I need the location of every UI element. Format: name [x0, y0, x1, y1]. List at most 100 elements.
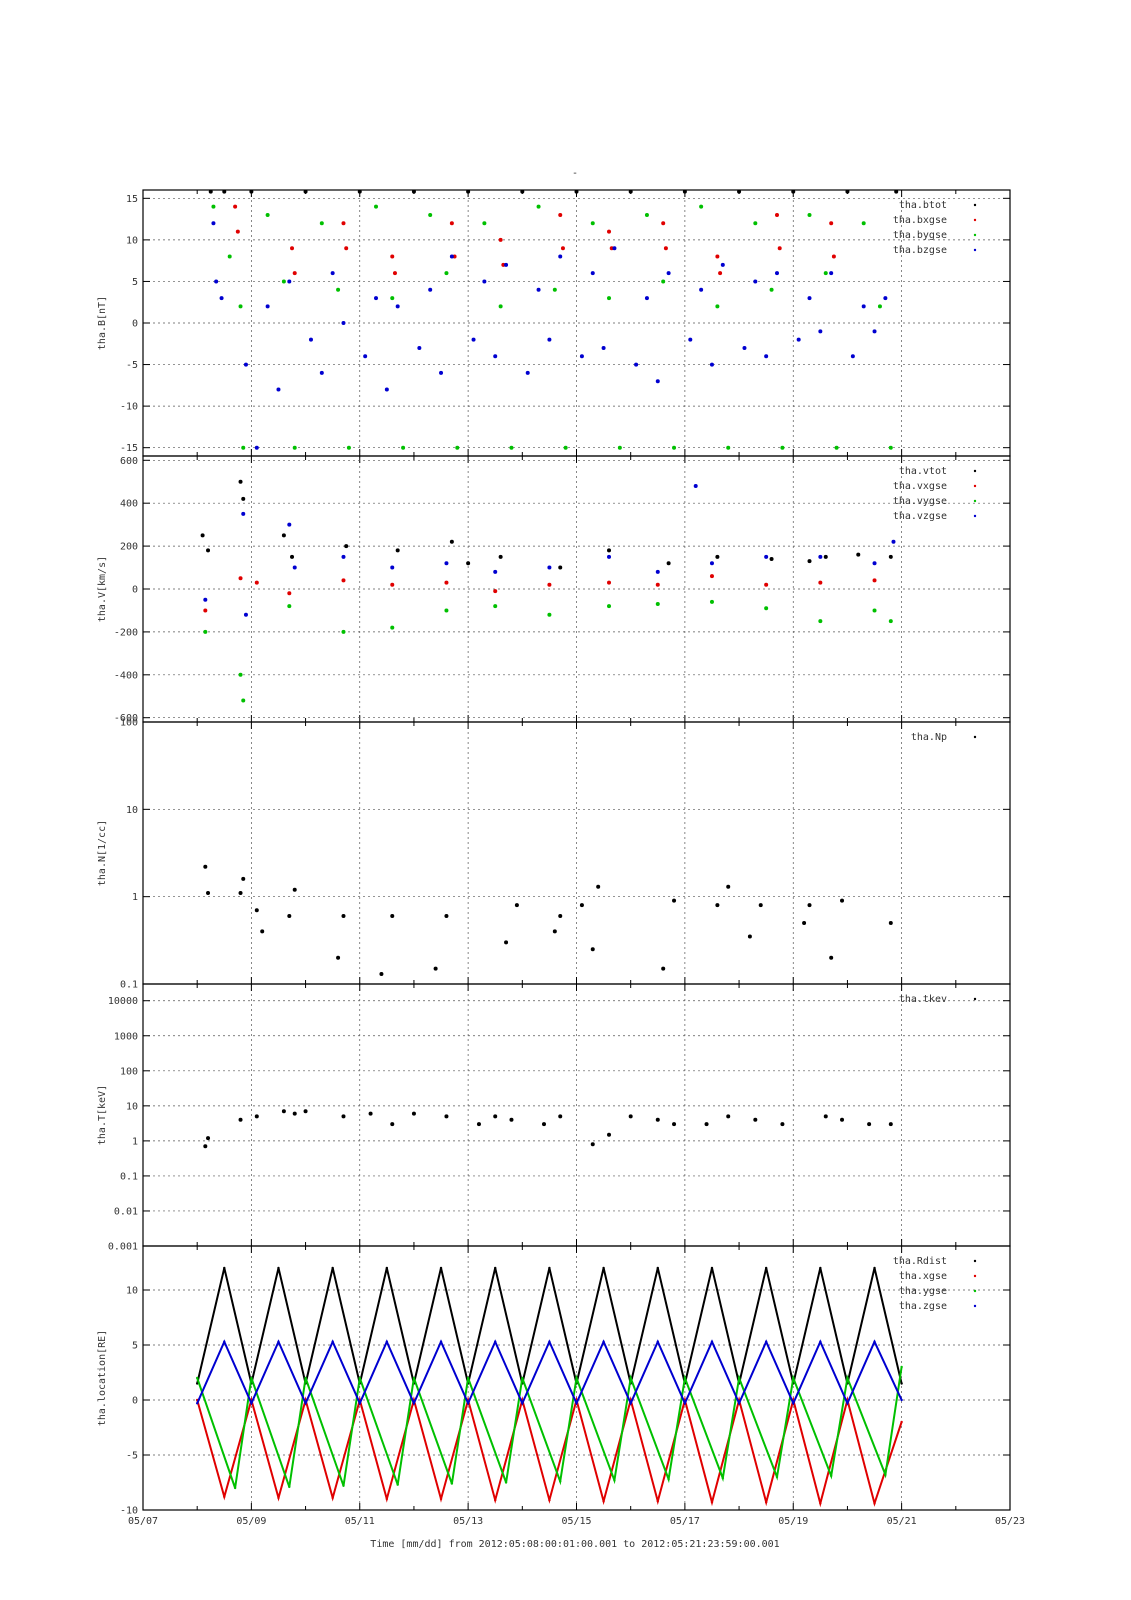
data-point: [331, 1340, 334, 1343]
data-point: [433, 966, 438, 971]
data-point: [704, 1122, 709, 1127]
data-point: [395, 548, 400, 553]
y-axis-label: tha.N[1/cc]: [97, 820, 108, 886]
data-point: [536, 204, 541, 209]
data-point: [661, 966, 666, 971]
data-point: [737, 1402, 741, 1405]
data-point: [390, 1122, 395, 1127]
data-point: [656, 1500, 659, 1503]
data-point: [823, 554, 828, 559]
data-point: [558, 565, 563, 570]
data-point: [277, 1496, 280, 1500]
data-point: [292, 1111, 297, 1116]
y-tick-label: 5: [132, 1341, 138, 1352]
data-point: [290, 246, 295, 251]
data-point: [357, 189, 362, 194]
data-point: [466, 1402, 470, 1405]
data-point: [891, 539, 896, 544]
data-point: [888, 920, 893, 925]
data-point: [558, 254, 563, 259]
data-point: [877, 304, 882, 309]
data-point: [241, 511, 246, 516]
data-point: [831, 254, 836, 259]
data-point: [411, 1111, 416, 1116]
y-tick-label: 600: [120, 456, 138, 467]
data-point: [390, 625, 395, 630]
data-point: [412, 1402, 416, 1405]
legend-marker: [973, 469, 977, 473]
data-point: [439, 1266, 443, 1270]
data-point: [277, 1266, 280, 1270]
panel-temperature: 0.001 0.01 0.1 1 10 100 1000 10000 tha.T[keV] tha…: [97, 983, 1011, 1253]
data-point: [195, 1376, 199, 1380]
data-point: [265, 212, 270, 217]
data-point: [612, 246, 617, 251]
data-point: [547, 582, 552, 587]
data-point: [439, 370, 444, 375]
y-tick-label: 0.1: [120, 980, 138, 991]
x-tick-label: 05/17: [670, 1516, 700, 1527]
data-point: [709, 561, 714, 566]
series-tha-btot: [208, 189, 899, 194]
data-point: [341, 578, 346, 583]
data-point: [888, 554, 893, 559]
data-point: [211, 204, 216, 209]
data-point: [214, 279, 219, 284]
data-point: [796, 337, 801, 342]
data-point: [850, 354, 855, 359]
legend-marker: [973, 1304, 977, 1308]
data-point: [254, 1114, 259, 1119]
series-tha-vtot: [200, 479, 893, 570]
figure-title: -: [572, 168, 578, 179]
legend-label: tha.vtot: [899, 466, 947, 477]
data-point: [411, 189, 416, 194]
data-point: [200, 533, 205, 538]
data-point: [206, 548, 211, 553]
data-point: [607, 548, 612, 553]
legend-label: tha.Rdist: [893, 1256, 947, 1267]
data-point: [873, 1266, 876, 1270]
data-point: [493, 1114, 498, 1119]
data-point: [233, 204, 238, 209]
data-point: [504, 940, 509, 945]
data-point: [520, 189, 525, 194]
data-point: [872, 578, 877, 583]
data-point: [514, 903, 519, 908]
data-point: [223, 1266, 226, 1270]
legend-label: tha.vygse: [893, 496, 947, 507]
data-point: [715, 554, 720, 559]
y-tick-label: 0.001: [108, 1242, 138, 1253]
data-point: [699, 287, 704, 292]
data-point: [710, 1340, 714, 1343]
data-point: [802, 920, 807, 925]
data-point: [303, 189, 308, 194]
data-point: [363, 354, 368, 359]
data-point: [292, 887, 297, 892]
data-point: [575, 1402, 578, 1405]
data-point: [590, 221, 595, 226]
data-point: [819, 1502, 822, 1505]
legend-marker: [973, 1289, 977, 1293]
data-point: [249, 189, 254, 194]
data-point: [466, 1376, 470, 1380]
data-point: [455, 445, 460, 450]
y-tick-label: 10: [126, 235, 138, 246]
data-point: [493, 604, 498, 609]
data-point: [656, 1340, 659, 1343]
y-tick-label: -10: [120, 402, 138, 413]
data-point: [596, 884, 601, 889]
data-point: [818, 554, 823, 559]
series-line: [196, 1366, 903, 1489]
legend-label: tha.bygse: [893, 230, 947, 241]
x-tick-label: 05/13: [453, 1516, 483, 1527]
data-point: [450, 1482, 454, 1485]
x-tick-label: 05/11: [345, 1516, 375, 1527]
data-point: [656, 1266, 659, 1270]
legend-label: tha.ygse: [899, 1286, 947, 1297]
data-point: [807, 903, 812, 908]
y-tick-label: 1: [132, 1136, 138, 1147]
y-tick-label: 0: [132, 319, 138, 330]
data-point: [699, 204, 704, 209]
data-point: [238, 576, 243, 581]
data-point: [655, 582, 660, 587]
